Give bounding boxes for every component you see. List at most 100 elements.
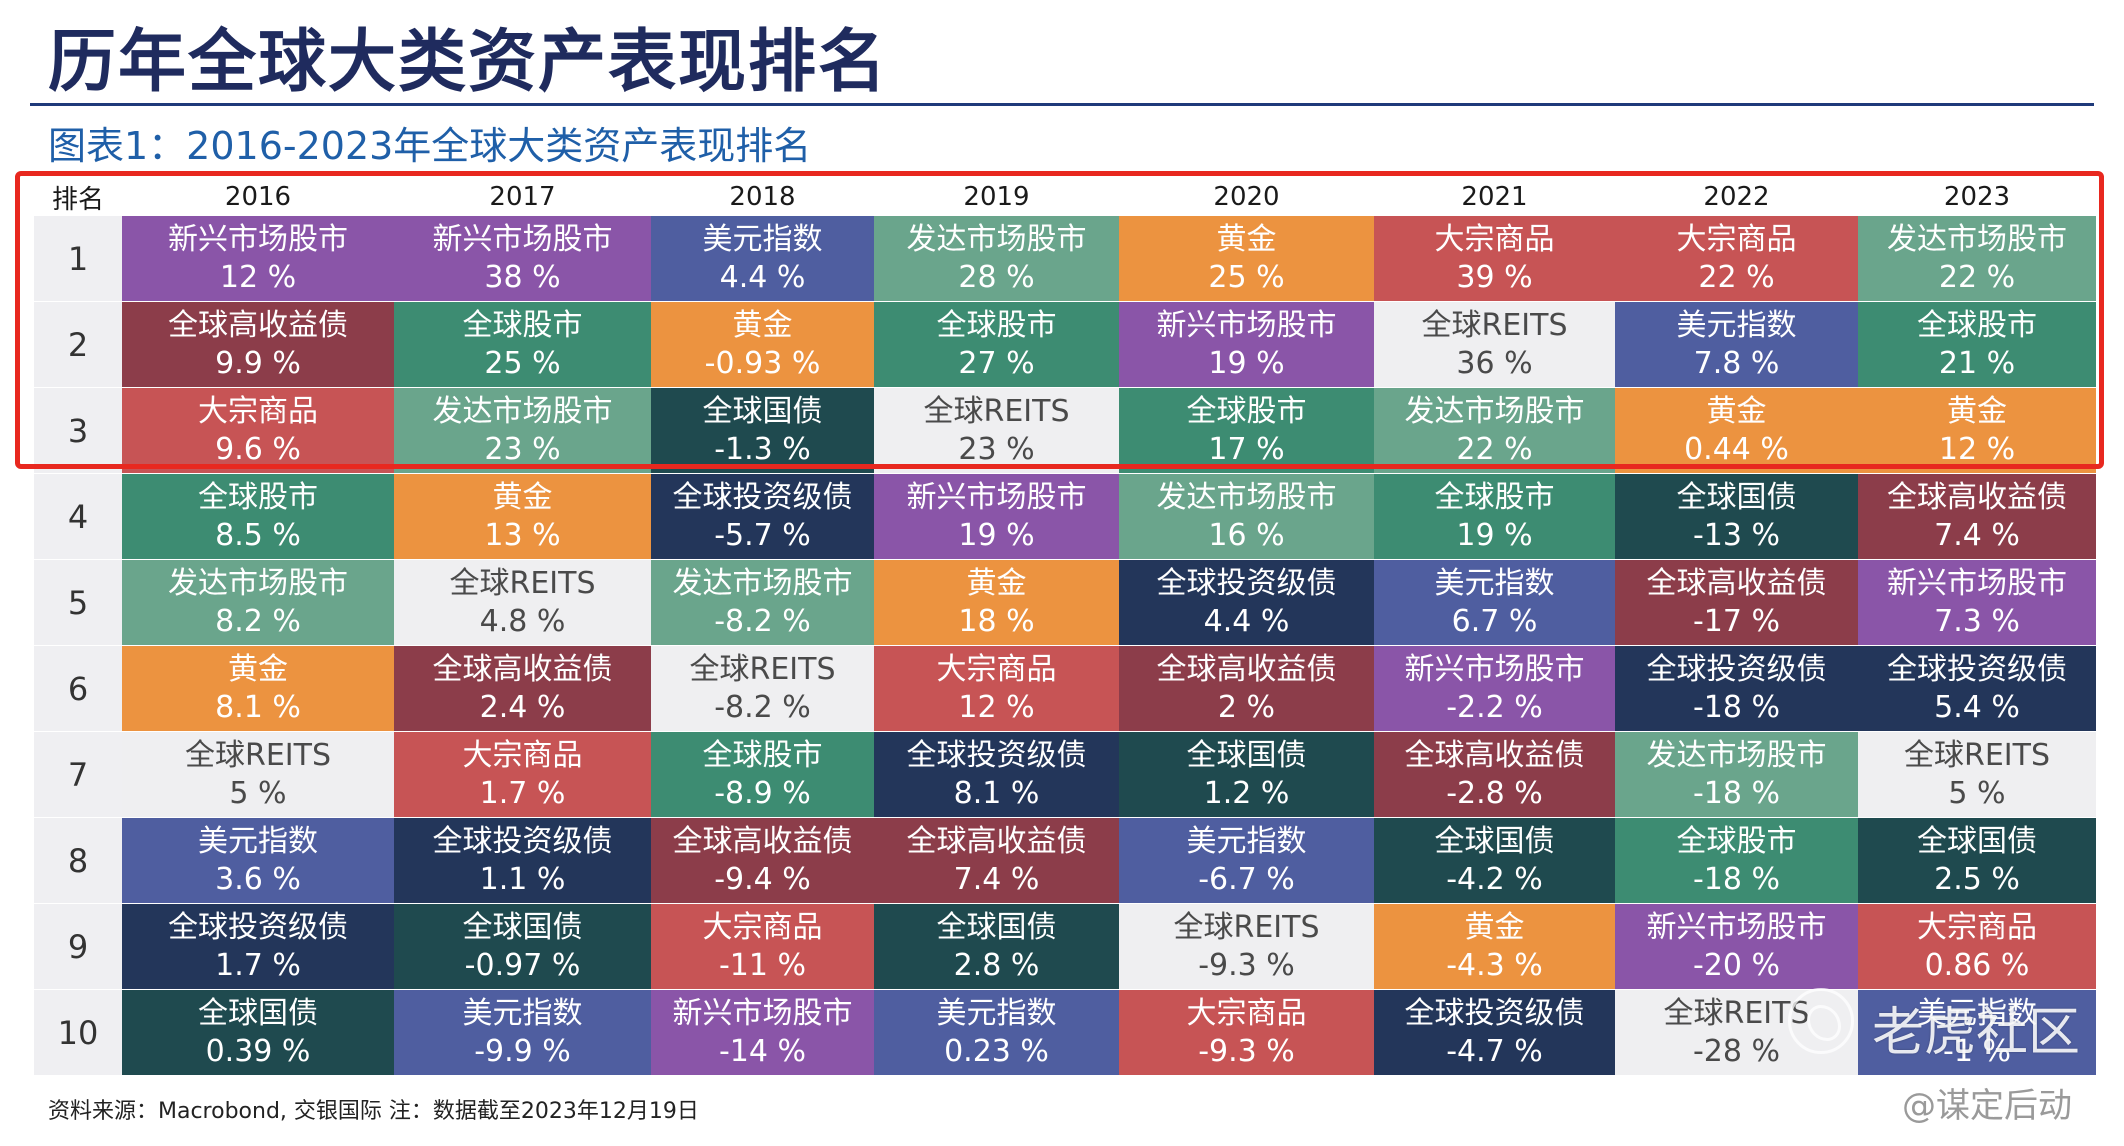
asset-return: -9.4 % <box>714 861 811 897</box>
asset-return: -2.8 % <box>1446 775 1543 811</box>
asset-name: 全球高收益债 <box>1404 737 1585 773</box>
asset-return: 8.5 % <box>215 517 301 553</box>
asset-cell: 全球股市 17 % <box>1119 387 1374 474</box>
asset-return: 25 % <box>1208 259 1285 295</box>
asset-cell: 全球股市 25 % <box>394 301 651 388</box>
asset-cell: 全球REITS 5 % <box>122 731 394 818</box>
year-header-2016: 2016 <box>122 178 394 216</box>
asset-name: 美元指数 <box>936 995 1057 1031</box>
watermark-handle: @谋定后动 <box>1902 1086 2072 1126</box>
asset-cell: 全球投资级债 1.1 % <box>394 817 651 904</box>
asset-cell: 美元指数 6.7 % <box>1374 559 1615 646</box>
asset-cell: 全球股市 27 % <box>874 301 1119 388</box>
asset-return: 0.23 % <box>944 1033 1049 1069</box>
asset-return: 0.86 % <box>1924 947 2030 983</box>
asset-return: -8.9 % <box>714 775 811 811</box>
asset-name: 大宗商品 <box>1434 221 1555 257</box>
asset-return: 28 % <box>958 259 1035 295</box>
asset-name: 全球国债 <box>1186 737 1307 773</box>
asset-return: 19 % <box>1456 517 1533 553</box>
asset-name: 全球REITS <box>923 393 1070 429</box>
asset-return: 1.1 % <box>479 861 566 897</box>
asset-cell: 发达市场股市 8.2 % <box>122 559 394 646</box>
asset-return: -2.2 % <box>1446 689 1543 725</box>
asset-name: 全球投资级债 <box>168 909 348 945</box>
asset-return: 2 % <box>1217 689 1276 725</box>
asset-name: 发达市场股市 <box>672 565 853 601</box>
asset-return: -28 % <box>1692 1033 1781 1069</box>
asset-name: 黄金 <box>492 479 553 515</box>
asset-return: 19 % <box>1208 345 1285 381</box>
asset-name: 全球国债 <box>702 393 823 429</box>
asset-return: -1 % <box>1943 1033 2011 1069</box>
table-row: 9 全球投资级债 1.7 % 全球国债 -0.97 % 大宗商品 -11 % 全球国债 2.8 … <box>34 903 2096 990</box>
asset-cell: 大宗商品 12 % <box>874 645 1119 732</box>
asset-cell: 大宗商品 1.7 % <box>394 731 651 818</box>
asset-return: 7.8 % <box>1693 345 1780 381</box>
table-row: 3 大宗商品 9.6 % 发达市场股市 23 % 全球国债 -1.3 % 全球REITS 23 … <box>34 387 2096 474</box>
asset-name: 全球国债 <box>1434 823 1555 859</box>
asset-name: 发达市场股市 <box>1156 479 1337 515</box>
asset-cell: 新兴市场股市 12 % <box>122 216 394 302</box>
asset-return: -0.93 % <box>704 345 821 381</box>
page-title: 历年全球大类资产表现排名 <box>48 23 889 102</box>
table-row: 6 黄金 8.1 % 全球高收益债 2.4 % 全球REITS -8.2 % 大宗商品 12 %… <box>34 645 2096 732</box>
asset-cell: 发达市场股市 -18 % <box>1615 731 1858 818</box>
asset-return: 27 % <box>958 345 1035 381</box>
asset-cell: 全球投资级债 4.4 % <box>1119 559 1374 646</box>
asset-cell: 黄金 25 % <box>1119 216 1374 302</box>
asset-cell: 新兴市场股市 19 % <box>1119 301 1374 388</box>
table-row: 10 全球国债 0.39 % 美元指数 -9.9 % 新兴市场股市 -14 % 美元指数 0.2… <box>34 989 2096 1076</box>
asset-name: 全球国债 <box>936 909 1057 945</box>
asset-name: 美元指数 <box>1186 823 1307 859</box>
asset-cell: 发达市场股市 -8.2 % <box>651 559 874 646</box>
asset-name: 全球股市 <box>1434 479 1555 515</box>
asset-return: 5 % <box>1948 775 2006 811</box>
rank-cell: 9 <box>34 903 122 990</box>
asset-name: 全球高收益债 <box>168 307 348 343</box>
asset-return: 22 % <box>1938 259 2016 295</box>
asset-name: 发达市场股市 <box>906 221 1087 257</box>
asset-cell: 全球国债 1.2 % <box>1119 731 1374 818</box>
table-row: 5 发达市场股市 8.2 % 全球REITS 4.8 % 发达市场股市 -8.2 % 黄金 18… <box>34 559 2096 646</box>
rank-cell: 7 <box>34 731 122 818</box>
asset-name: 全球投资级债 <box>672 479 853 515</box>
asset-return: -6.7 % <box>1198 861 1295 897</box>
asset-name: 发达市场股市 <box>168 565 348 601</box>
asset-name: 全球股市 <box>1917 307 2037 343</box>
asset-cell: 黄金 13 % <box>394 473 651 560</box>
asset-cell: 黄金 -4.3 % <box>1374 903 1615 990</box>
asset-cell: 全球REITS -9.3 % <box>1119 903 1374 990</box>
asset-name: 新兴市场股市 <box>168 221 348 257</box>
asset-name: 大宗商品 <box>462 737 583 773</box>
rank-cell: 8 <box>34 817 122 904</box>
asset-name: 发达市场股市 <box>432 393 613 429</box>
asset-name: 大宗商品 <box>936 651 1057 687</box>
asset-name: 全球REITS <box>184 737 331 773</box>
asset-cell: 全球国债 -13 % <box>1615 473 1858 560</box>
asset-name: 全球高收益债 <box>1646 565 1827 601</box>
asset-return: -8.2 % <box>714 603 811 639</box>
asset-name: 全球REITS <box>449 565 596 601</box>
asset-cell: 美元指数 7.8 % <box>1615 301 1858 388</box>
asset-cell: 全球REITS 36 % <box>1374 301 1615 388</box>
rank-cell: 6 <box>34 645 122 732</box>
year-header-2017: 2017 <box>394 178 651 216</box>
asset-return: 9.6 % <box>215 431 301 467</box>
asset-name: 全球投资级债 <box>1156 565 1337 601</box>
asset-cell: 大宗商品 0.86 % <box>1858 903 2096 990</box>
asset-name: 全球投资级债 <box>1404 995 1585 1031</box>
asset-return: 7.3 % <box>1934 603 2020 639</box>
asset-name: 黄金 <box>1216 221 1277 257</box>
asset-return: 5 % <box>229 775 287 811</box>
asset-name: 大宗商品 <box>702 909 823 945</box>
asset-cell: 发达市场股市 22 % <box>1858 216 2096 302</box>
asset-return: 36 % <box>1456 345 1533 381</box>
asset-cell: 新兴市场股市 -2.2 % <box>1374 645 1615 732</box>
rank-cell: 4 <box>34 473 122 560</box>
year-header-2023: 2023 <box>1858 178 2096 216</box>
asset-return: 4.4 % <box>1203 603 1290 639</box>
source-note: 资料来源：Macrobond, 交银国际 注：数据截至2023年12月19日 <box>48 1099 699 1124</box>
watermark-text: 老虎社区 <box>1872 1003 2081 1063</box>
asset-return: 6.7 % <box>1451 603 1538 639</box>
